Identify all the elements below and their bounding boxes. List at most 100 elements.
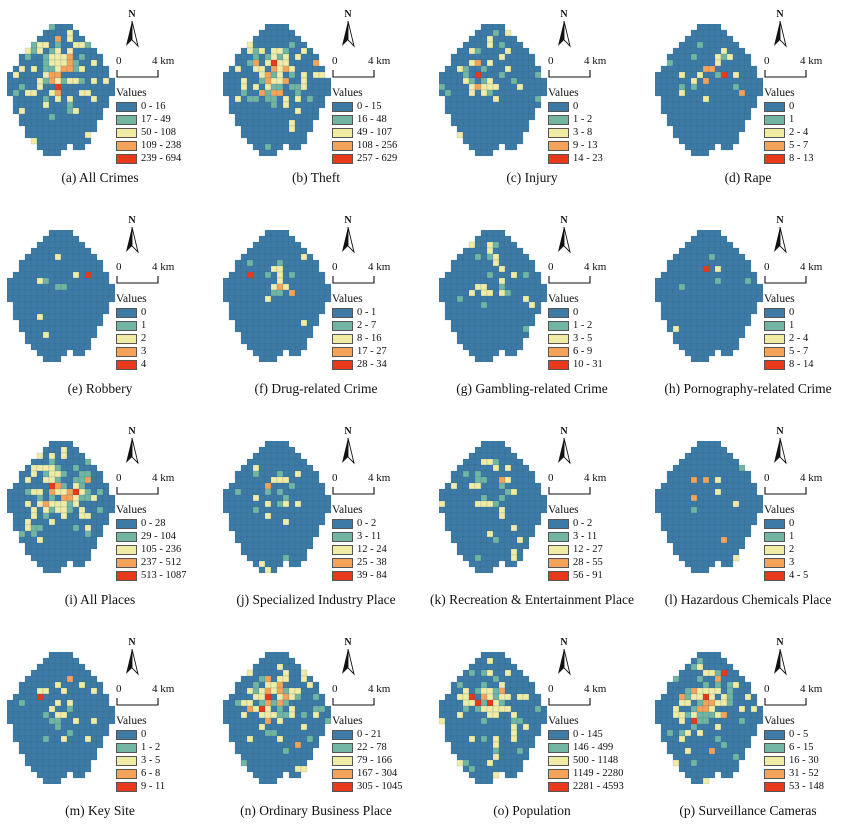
north-label: N — [128, 9, 136, 20]
legend-row: 0 - 15 — [332, 101, 397, 112]
legend-label: 3 - 5 — [141, 755, 161, 766]
north-arrow: N — [772, 638, 788, 676]
legend-row: 3 - 5 — [116, 755, 165, 766]
legend-label: 12 - 24 — [357, 544, 387, 555]
scale-start-label: 0 — [764, 683, 770, 695]
legend-row: 2 - 7 — [332, 320, 387, 331]
choropleth-map — [439, 441, 547, 573]
panel-body: N 0 4 km Values 0 — [0, 407, 216, 592]
north-label: N — [776, 637, 784, 648]
scale-end-label: 4 km — [368, 683, 391, 695]
north-label: N — [776, 426, 784, 437]
legend-label: 1 - 2 — [573, 320, 593, 331]
legend-swatch — [548, 333, 569, 344]
scale-bar-bracket — [332, 70, 375, 78]
scale-bar: 0 4 km — [332, 55, 402, 81]
north-label: N — [344, 426, 352, 437]
legend-label: 25 - 38 — [357, 557, 387, 568]
legend-swatch — [548, 781, 569, 792]
legend-label: 53 - 148 — [789, 781, 824, 792]
legend-swatch — [764, 729, 785, 740]
legend-row: 1 — [764, 320, 814, 331]
scale-start-label: 0 — [116, 261, 122, 273]
north-label: N — [128, 637, 136, 648]
legend-row: 3 - 11 — [548, 531, 603, 542]
legend-swatch — [548, 544, 569, 555]
legend-row: 167 - 304 — [332, 768, 403, 779]
map-area — [216, 618, 332, 803]
legend-label: 1 — [789, 320, 795, 331]
legend-row: 5 - 7 — [764, 346, 814, 357]
map-panel-m: N 0 4 km Values 0 — [0, 618, 216, 829]
map-area — [648, 0, 764, 170]
legend-swatch — [116, 346, 137, 357]
scale-start-label: 0 — [332, 472, 338, 484]
legend: Values 0 1 2 - 4 5 - 7 8 - 14 — [764, 293, 814, 372]
legend-row: 29 - 104 — [116, 531, 187, 542]
legend-swatch — [116, 518, 137, 529]
legend-label: 8 - 16 — [357, 333, 382, 344]
north-arrow: N — [340, 216, 356, 254]
legend-row: 0 — [764, 101, 814, 112]
scale-bar-bracket — [764, 276, 807, 284]
panel-caption: (e) Robbery — [67, 381, 133, 396]
legend-row: 9 - 11 — [116, 781, 165, 792]
legend: Values 0 - 145 146 - 499 500 - 1148 1149 - … — [548, 715, 624, 794]
map-area — [0, 407, 116, 592]
scale-end-label: 4 km — [800, 55, 823, 67]
legend-row: 28 - 34 — [332, 359, 387, 370]
legend-swatch — [116, 557, 137, 568]
legend-swatch — [116, 140, 137, 151]
legend-row: 0 — [116, 729, 165, 740]
map-panel-j: N 0 4 km Values 0 — [216, 407, 432, 618]
scale-start-label: 0 — [116, 55, 122, 67]
legend-label: 1 — [789, 114, 795, 125]
legend-row: 1 — [764, 531, 808, 542]
legend-label: 1 — [141, 320, 147, 331]
legend-row: 6 - 9 — [548, 346, 603, 357]
panel-sidebar: N 0 4 km Values 0 — [548, 196, 641, 381]
legend-swatch — [332, 557, 353, 568]
legend-row: 1149 - 2280 — [548, 768, 624, 779]
legend-label: 16 - 48 — [357, 114, 387, 125]
north-arrow: N — [556, 216, 572, 254]
legend-label: 6 - 8 — [141, 768, 161, 779]
legend-swatch — [332, 729, 353, 740]
scale-end-label: 4 km — [152, 683, 175, 695]
legend-row: 0 - 21 — [332, 729, 403, 740]
legend-swatch — [548, 742, 569, 753]
north-arrow: N — [340, 10, 356, 48]
legend-label: 0 - 28 — [141, 518, 166, 529]
legend-label: 10 - 31 — [573, 359, 603, 370]
panel-sidebar: N 0 4 km Values 0 — [116, 618, 209, 803]
scale-start-label: 0 — [548, 683, 554, 695]
legend-label: 1 — [789, 531, 795, 542]
map-panel-f: N 0 4 km Values 0 — [216, 196, 432, 407]
north-arrow-icon — [342, 21, 355, 48]
north-arrow: N — [556, 427, 572, 465]
scale-labels: 0 4 km — [548, 55, 618, 68]
map-area — [216, 196, 332, 381]
legend-swatch — [764, 153, 785, 164]
panel-body: N 0 4 km Values 0 — [432, 196, 648, 381]
legend-label: 0 - 15 — [357, 101, 382, 112]
legend-row: 53 - 148 — [764, 781, 824, 792]
legend-label: 39 - 84 — [357, 570, 387, 581]
choropleth-map — [7, 652, 115, 784]
legend-swatch — [332, 755, 353, 766]
legend-label: 12 - 27 — [573, 544, 603, 555]
legend-title: Values — [332, 87, 363, 99]
north-label: N — [776, 215, 784, 226]
legend: Values 0 1 2 - 4 5 - 7 8 - 13 — [764, 87, 814, 166]
scale-bar: 0 4 km — [332, 261, 402, 287]
panel-body: N 0 4 km Values 0 — [216, 618, 432, 803]
north-arrow: N — [772, 427, 788, 465]
legend-title: Values — [764, 715, 795, 727]
legend-label: 257 - 629 — [357, 153, 398, 164]
legend-swatch — [116, 359, 137, 370]
choropleth-map — [655, 652, 763, 784]
legend-title: Values — [332, 715, 363, 727]
map-area — [0, 196, 116, 381]
scale-bar-bracket — [548, 70, 591, 78]
scale-end-label: 4 km — [152, 261, 175, 273]
